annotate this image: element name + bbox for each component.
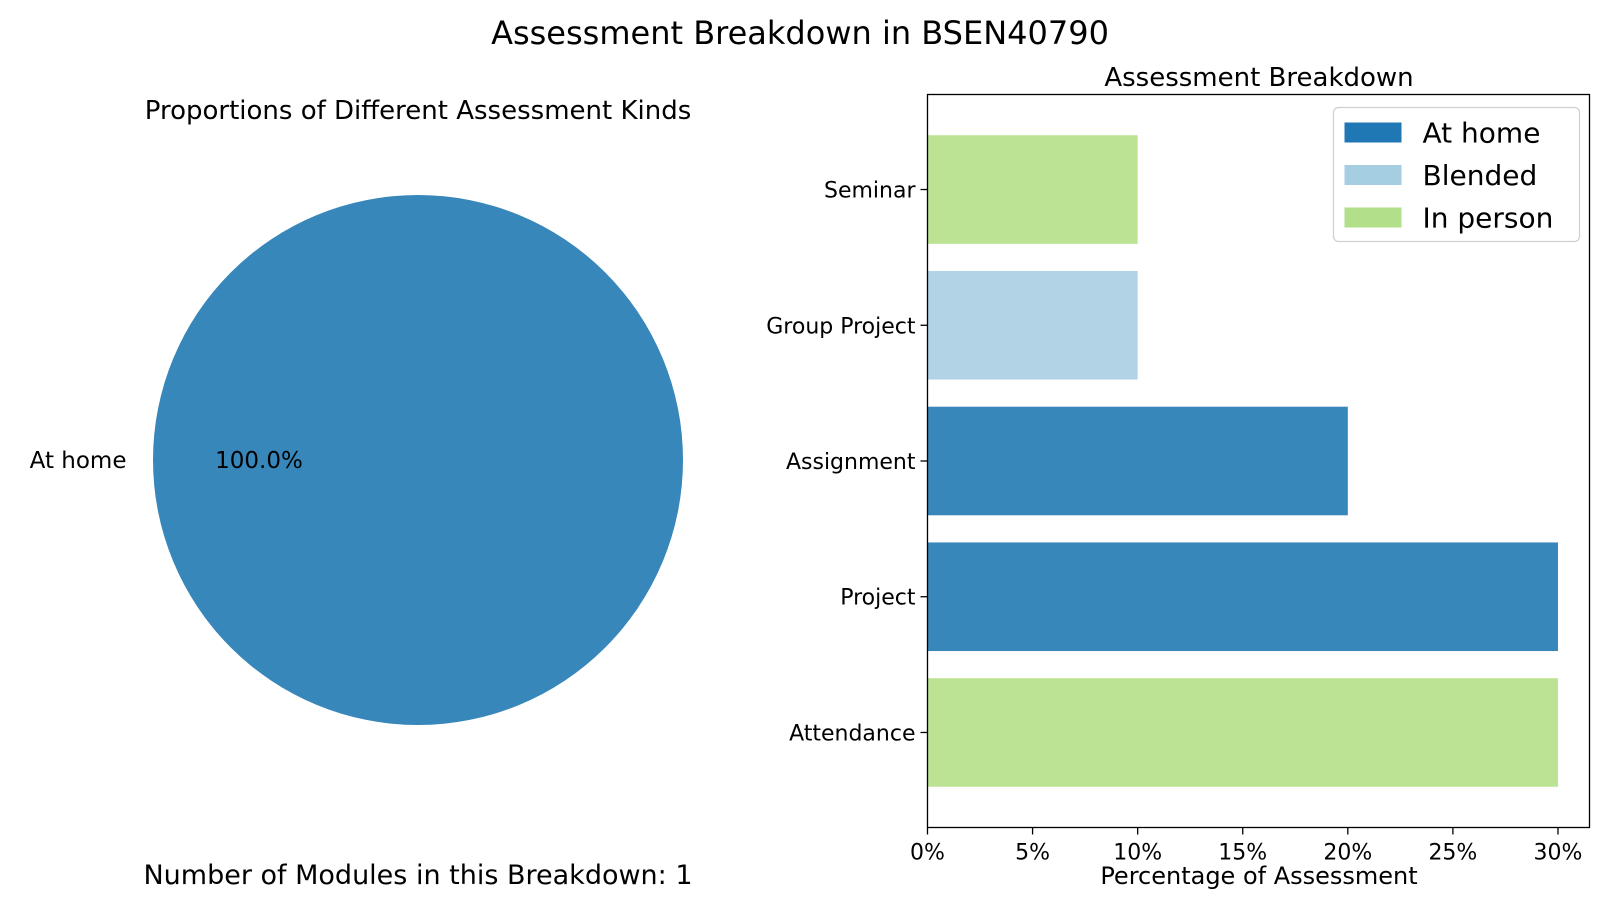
bar-group-project xyxy=(927,270,1138,380)
y-tick-label: Seminar xyxy=(824,179,916,204)
x-tick-label: 20% xyxy=(1323,841,1372,866)
bar-attendance xyxy=(927,678,1558,787)
pie-footer: Number of Modules in this Breakdown: 1 xyxy=(143,860,692,891)
pie-panel: Proportions of Different Assessment Kind… xyxy=(30,96,693,891)
x-axis-label: Percentage of Assessment xyxy=(1100,862,1417,890)
y-tick-label: Project xyxy=(840,586,916,611)
legend-swatch xyxy=(1344,165,1402,185)
y-tick-label: Assignment xyxy=(786,450,916,475)
x-tick-label: 5% xyxy=(1015,841,1050,866)
y-axis: Attendance Project Assignment Group Project… xyxy=(766,179,928,746)
legend-swatch xyxy=(1344,122,1402,143)
bars xyxy=(927,135,1558,787)
legend-swatch xyxy=(1344,207,1402,228)
bar-project xyxy=(927,542,1558,652)
pie-percent-label: 100.0% xyxy=(215,448,303,474)
y-tick-label: Attendance xyxy=(789,721,915,746)
x-tick-label: 25% xyxy=(1428,841,1477,866)
figure-title: Assessment Breakdown in BSEN40790 xyxy=(491,14,1109,52)
x-tick-label: 30% xyxy=(1534,841,1583,866)
legend-label: Blended xyxy=(1423,159,1538,192)
x-tick-label: 10% xyxy=(1113,841,1162,866)
bar-chart-title: Assessment Breakdown xyxy=(1104,63,1413,93)
pie-chart: At home 100.0% xyxy=(30,195,683,725)
legend-label: In person xyxy=(1423,202,1554,235)
pie-title: Proportions of Different Assessment Kind… xyxy=(145,96,692,126)
bar-seminar xyxy=(927,135,1138,244)
bar-panel: Assessment Breakdown Attendance Project As… xyxy=(766,63,1591,890)
y-tick-label: Group Project xyxy=(766,314,916,339)
legend: At home Blended In person xyxy=(1332,106,1581,243)
bar-assignment xyxy=(927,406,1348,516)
x-axis: 0% 5% 10% 15% 20% 25% 30% xyxy=(910,827,1583,866)
x-tick-label: 15% xyxy=(1218,841,1267,866)
pie-slice xyxy=(153,195,683,725)
legend-label: At home xyxy=(1423,117,1541,150)
x-tick-label: 0% xyxy=(910,841,945,866)
pie-slice-label: At home xyxy=(30,448,127,474)
